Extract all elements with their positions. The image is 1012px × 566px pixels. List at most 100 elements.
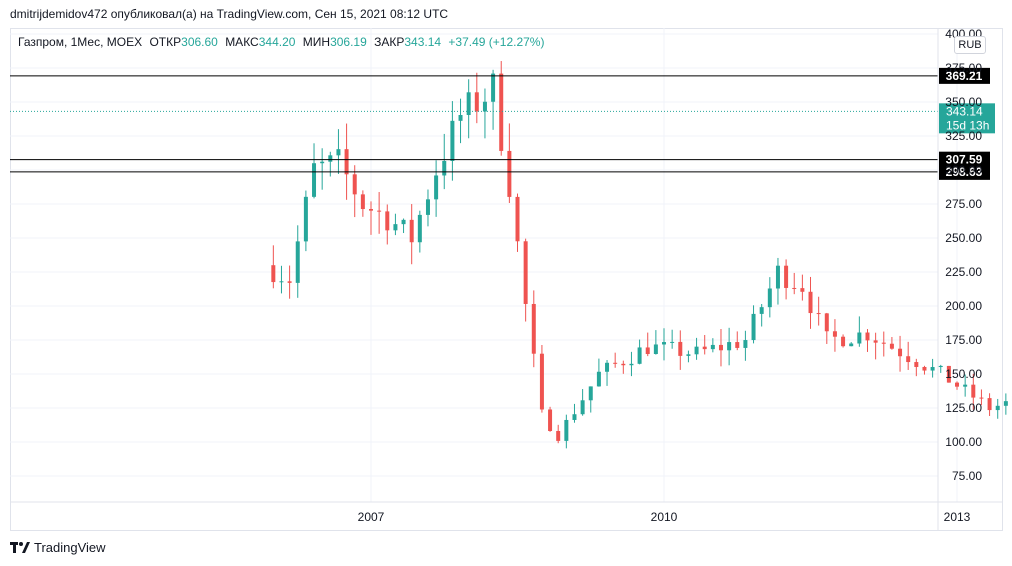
candle-body [548,409,553,431]
y-tick-label: 250.00 [945,231,982,245]
level-label-bg [939,163,990,180]
grid [10,28,958,502]
candle-body [596,371,601,387]
candle-body [995,405,1000,411]
candle-body [653,344,658,355]
candle-body [727,342,732,351]
legend-open-label: ОТКР [149,35,182,49]
candle-body [450,120,455,161]
candle-body [393,224,398,231]
candle-body [328,155,333,162]
candle-body [352,174,357,195]
candle-body [580,400,585,415]
level-label-bg [939,67,990,84]
candle-body [613,362,618,364]
countdown-label: 15d 13h [946,118,989,132]
candle-body [808,291,813,314]
y-tick-label: 325.00 [945,129,982,143]
footer-brand[interactable]: TradingView [10,540,106,555]
candle-body [442,160,447,176]
candle-body [906,356,911,363]
y-tick-label: 125.00 [945,401,982,415]
candle-body [710,344,715,350]
legend-high-value: 344.20 [258,35,296,49]
legend-close-value: 343.14 [404,35,442,49]
legend-close-label: ЗАКР [374,35,405,49]
candle-body [946,365,951,383]
candle-body [425,199,430,215]
legend-change: +37.49 (+12.27%) [448,35,545,49]
candle-body [930,367,935,371]
candle-body [303,196,308,242]
candle-body [336,149,341,156]
legend-symbol: Газпром, 1Мес, MOEX [18,35,143,49]
candle-body [694,346,699,355]
candle-body [491,73,496,102]
candle-body [792,287,797,289]
candle-body [914,362,919,367]
level-label: 298.63 [946,165,983,179]
candle-body [898,348,903,357]
legend-low-label: МИН [302,35,331,49]
y-tick-label: 175.00 [945,333,982,347]
candle-body [474,92,479,112]
candle-body [482,101,487,112]
candle-body [605,362,610,372]
candle-body [645,347,650,355]
candle-body [344,149,349,175]
candle-body [759,307,764,314]
legend-open-value: 306.60 [181,35,218,49]
candle-body [523,241,528,304]
candle-body [735,342,740,348]
candle-body [271,265,276,283]
candle-body [434,175,439,200]
candle-body [556,430,561,441]
candle-body [360,194,365,210]
candle-body [938,365,943,368]
candle-body [401,219,406,225]
tradingview-logo-icon [10,541,30,553]
candle-body [979,397,984,399]
y-tick-label: 350.00 [945,95,982,109]
x-tick-label: 2007 [358,510,385,524]
candle-body [987,398,992,411]
candle-body [369,209,373,211]
candle-body [287,281,292,283]
candle-body [800,288,805,292]
candle-body [564,419,569,441]
candle-body [784,265,789,288]
candle-body [539,353,544,410]
candle-body [841,336,846,347]
candle-body [832,331,837,337]
y-tick-label: 275.00 [945,197,982,211]
candle-body [279,281,284,283]
candle-body [621,363,626,366]
y-tick-label: 375.00 [945,61,982,75]
candle-body [922,366,927,371]
candle-body [499,73,504,151]
time-axis: 200720102013201620192022 [10,501,1003,524]
candle-body [572,414,577,420]
candle-body [678,341,683,356]
candle-body [458,114,463,121]
y-tick-label: 75.00 [952,469,982,483]
y-tick-label: 225.00 [945,265,982,279]
candle-body [588,386,593,401]
candle-body [662,342,667,345]
chart-frame[interactable] [10,28,1003,531]
candle-body [751,313,756,341]
currency-button[interactable]: RUB [954,36,986,54]
y-tick-label: 100.00 [945,435,982,449]
price-axis: 400.00375.00350.00325.00300.00275.00250.… [937,27,982,531]
candle-body [775,265,780,289]
candle-body [718,344,723,351]
candle-body [881,342,886,344]
level-label: 307.59 [946,153,983,167]
candle-body [767,288,772,308]
level-label-bg [939,151,990,168]
candle-body [849,343,854,347]
candle-body [865,332,870,341]
candle-body [295,241,300,283]
